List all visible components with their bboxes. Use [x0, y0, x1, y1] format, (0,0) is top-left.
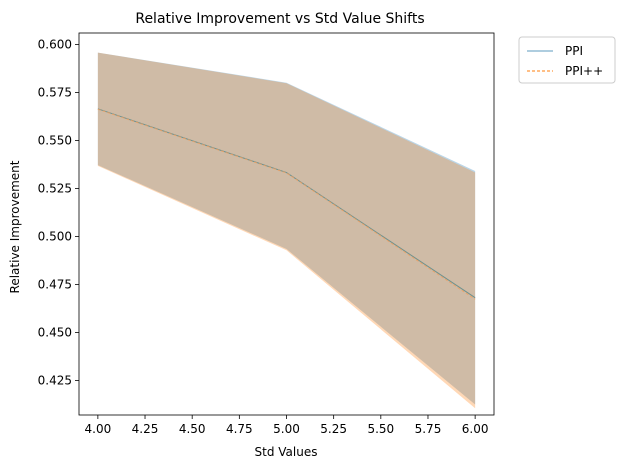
x-tick-label-7: 5.75	[415, 422, 442, 436]
x-tick-label-2: 4.50	[179, 422, 206, 436]
x-tick-label-5: 5.25	[320, 422, 347, 436]
series-lines	[97, 108, 476, 300]
legend: PPI PPI++	[518, 36, 616, 84]
confidence-band-ppi-plus-plus	[97, 52, 476, 409]
confidence-bands	[97, 52, 476, 409]
y-tick-label-7: 0.600	[38, 38, 72, 52]
x-tick-label-3: 4.75	[226, 422, 253, 436]
y-tick-label-4: 0.525	[38, 181, 72, 195]
chart-title: Relative Improvement vs Std Value Shifts	[135, 11, 424, 27]
x-tick-label-1: 4.25	[132, 422, 159, 436]
y-axis-label: Relative Improvement	[8, 160, 22, 293]
y-tick-label-6: 0.575	[38, 86, 72, 100]
series-line-ppi-plus-plus	[97, 108, 476, 300]
legend-label-ppi-plus-plus: PPI++	[565, 64, 603, 78]
y-axis: 0.425 0.450 0.475 0.500 0.525 0.550 0.575 0.600	[38, 38, 79, 387]
legend-label-ppi: PPI	[565, 44, 583, 58]
x-axis-label: Std Values	[255, 445, 318, 459]
y-tick-label-3: 0.500	[38, 229, 72, 243]
x-axis: 4.00 4.25 4.50 4.75 5.00 5.25 5.50 5.75 6.00	[85, 415, 489, 436]
x-tick-label-6: 5.50	[367, 422, 394, 436]
x-tick-label-0: 4.00	[85, 422, 112, 436]
y-tick-label-1: 0.450	[38, 325, 72, 339]
x-tick-label-4: 5.00	[273, 422, 300, 436]
y-tick-label-2: 0.475	[38, 277, 72, 291]
x-tick-label-8: 6.00	[462, 422, 489, 436]
y-tick-label-5: 0.550	[38, 133, 72, 147]
y-tick-label-0: 0.425	[38, 373, 72, 387]
